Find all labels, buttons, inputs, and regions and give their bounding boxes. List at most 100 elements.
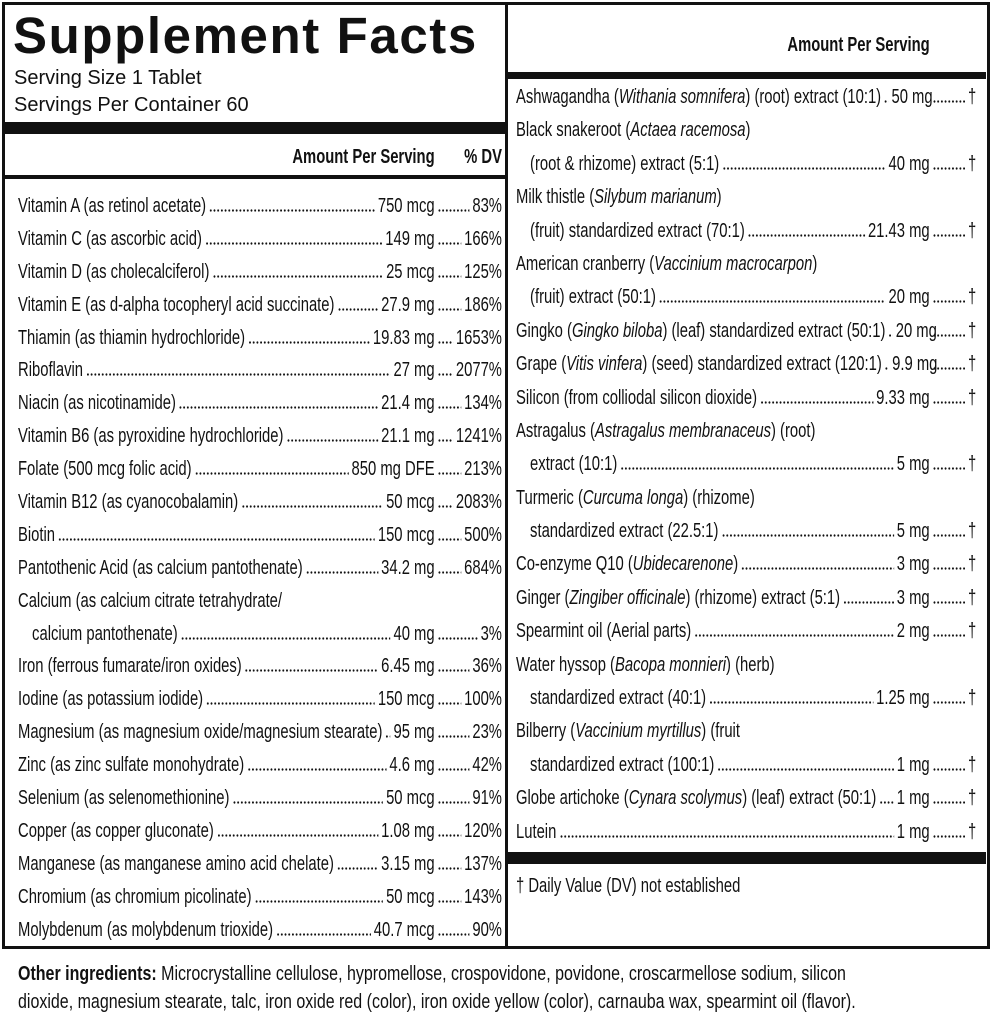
- name-text: (root & rhizome) extract (5:1): [530, 152, 720, 175]
- daily-value: 137%: [464, 852, 502, 875]
- scientific-name: Withania somnifera: [618, 86, 746, 108]
- amount: 5 mg: [896, 453, 930, 476]
- name-text: ): [733, 553, 739, 576]
- amount-part: Ginger (Zingiber officinale) (rhizome) e…: [516, 582, 930, 615]
- amount-part: Iodine (as potassium iodide) 150 mcg: [18, 683, 435, 716]
- row-line: (fruit) extract (50:1) 20 mg †: [516, 281, 976, 314]
- ingredient-name: Vitamin C (as ascorbic acid): [18, 223, 202, 256]
- thick-rule: [508, 852, 986, 864]
- name-text: Biotin: [18, 523, 56, 546]
- scientific-name: Actaea racemosa: [630, 119, 746, 142]
- amount-part: Globe artichoke (Cynara scolymus) (leaf)…: [516, 782, 930, 815]
- amount: 1.08 mg: [381, 819, 435, 842]
- dv-part: 23%: [435, 716, 502, 749]
- leader-dots: [437, 636, 478, 640]
- amount: 1 mg: [896, 753, 930, 776]
- row-line: Spearmint oil (Aerial parts) 2 mg †: [516, 615, 976, 648]
- daily-value: 90%: [472, 918, 502, 941]
- ingredient-name: Vitamin A (as retinol acetate): [18, 190, 206, 223]
- ingredient-name: Lutein: [516, 816, 556, 849]
- dv-part: †: [930, 548, 976, 581]
- leader-dots: [437, 406, 462, 410]
- ingredient-name: Milk thistle (Silybum marianum): [516, 181, 722, 214]
- amount-part: Biotin 150 mcg: [18, 519, 435, 552]
- daily-value: 213%: [464, 458, 502, 481]
- daily-value: 91%: [472, 787, 502, 810]
- daily-value: †: [968, 820, 977, 843]
- name-text: Milk thistle (: [516, 186, 595, 209]
- ingredient-name: Biotin: [18, 519, 55, 552]
- amount: 50 mcg: [386, 787, 435, 810]
- ingredient-name: Chromium (as chromium picolinate): [18, 881, 252, 914]
- amount-part: Silicon (from colliodal silicon dioxide)…: [516, 382, 930, 415]
- amount: 27.9 mg: [381, 293, 435, 316]
- daily-value: 1241%: [455, 425, 502, 448]
- name-text: Vitamin A (as retinol acetate): [18, 195, 207, 217]
- amount-part: Pantothenic Acid (as calcium pantothenat…: [18, 552, 435, 585]
- right-header: Amount Per Serving: [516, 29, 976, 62]
- ingredient-name: (root & rhizome) extract (5:1): [530, 148, 719, 181]
- name-text: Copper (as copper gluconate): [18, 819, 214, 842]
- leader-dots: [437, 209, 470, 212]
- row-line: Thiamin (as thiamin hydrochloride) 19.83 …: [18, 322, 502, 355]
- amount-part: calcium pantothenate) 40 mg: [32, 618, 435, 651]
- ingredient-name: Astragalus (Astragalus membranaceus) (ro…: [516, 415, 815, 448]
- name-text: Magnesium (as magnesium oxide/magnesium …: [18, 721, 383, 744]
- leader-dots: [180, 636, 391, 640]
- name-text: Water hyssop (: [516, 653, 615, 676]
- daily-value: 2077%: [455, 359, 502, 382]
- daily-value: †: [968, 586, 977, 609]
- row-line: Vitamin B6 (as pyroxidine hydrochloride)…: [18, 420, 502, 453]
- leader-dots: [437, 833, 462, 837]
- daily-value: †: [968, 753, 977, 776]
- amount-part: Vitamin C (as ascorbic acid) 149 mg: [18, 223, 435, 256]
- name-text: standardized extract (100:1): [530, 753, 715, 776]
- name-text: Pantothenic Acid (as calcium pantothenat…: [18, 556, 303, 579]
- amount-part: Vitamin B6 (as pyroxidine hydrochloride)…: [18, 420, 435, 453]
- leader-dots: [437, 899, 462, 903]
- amount-part: Magnesium (as magnesium oxide/magnesium …: [18, 716, 435, 749]
- ingredient-name: Ashwagandha (Withania somnifera) (root) …: [516, 81, 881, 114]
- daily-value: †: [968, 86, 977, 108]
- name-text: standardized extract (40:1): [530, 687, 707, 710]
- amount: 21.4 mg: [381, 392, 435, 415]
- leader-dots: [722, 166, 886, 170]
- name-text: Iodine (as potassium iodide): [18, 688, 204, 711]
- daily-value: †: [968, 319, 977, 342]
- daily-value: 500%: [464, 523, 502, 546]
- name-text: Niacin (as nicotinamide): [18, 392, 176, 415]
- leader-dots: [85, 373, 391, 377]
- name-text: Riboflavin: [18, 359, 83, 382]
- ingredient-name: Vitamin E (as d-alpha tocopheryl acid su…: [18, 289, 334, 322]
- leader-dots: [437, 241, 462, 245]
- name-text: Manganese (as manganese amino acid chela…: [18, 852, 334, 875]
- dv-part: 90%: [435, 914, 502, 947]
- amount: 2 mg: [896, 620, 930, 643]
- leader-dots: [206, 702, 375, 706]
- row-line: Iodine (as potassium iodide) 150 mcg 100%: [18, 683, 502, 716]
- row-line: Lutein 1 mg †: [516, 816, 976, 849]
- leader-dots: [275, 932, 371, 936]
- scientific-name: Ubidecarenone: [632, 553, 734, 576]
- ingredients-line: dioxide, magnesium stearate, talc, iron …: [18, 988, 856, 1016]
- amount: 50 mg: [891, 86, 933, 108]
- ingredient-name: Vitamin B6 (as pyroxidine hydrochloride): [18, 420, 283, 453]
- leader-dots: [244, 669, 379, 673]
- amount: 40.7 mcg: [373, 918, 435, 941]
- ingredient-name: Thiamin (as thiamin hydrochloride): [18, 322, 245, 355]
- leader-dots: [437, 702, 462, 706]
- row-line: Niacin (as nicotinamide) 21.4 mg 134%: [18, 387, 502, 420]
- leader-dots: [932, 300, 966, 304]
- ingredient-name: American cranberry (Vaccinium macrocarpo…: [516, 248, 817, 281]
- row-line: Biotin 150 mcg 500%: [18, 519, 502, 552]
- title: Supplement Facts: [13, 7, 478, 64]
- amount-part: Niacin (as nicotinamide) 21.4 mg: [18, 387, 435, 420]
- amount-part: Manganese (as manganese amino acid chela…: [18, 848, 435, 881]
- leader-dots: [884, 367, 890, 371]
- amount: 1 mg: [896, 787, 930, 810]
- daily-value: 166%: [464, 227, 502, 250]
- dv-part: 186%: [435, 289, 502, 322]
- amount-part: Copper (as copper gluconate) 1.08 mg: [18, 815, 435, 848]
- leader-dots: [437, 768, 470, 772]
- row-line: Ashwagandha (Withania somnifera) (root) …: [516, 81, 976, 114]
